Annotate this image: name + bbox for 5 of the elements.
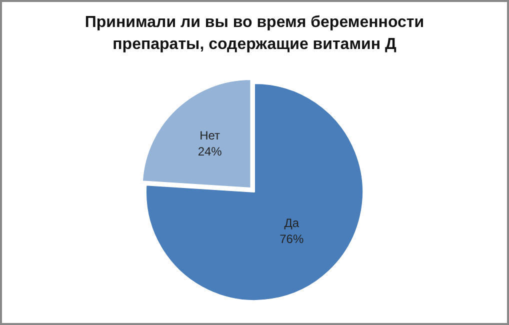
- slice-label: Да: [284, 216, 300, 230]
- data-label: 24%: [198, 144, 222, 159]
- data-label: 76%: [280, 232, 304, 246]
- chart-title: Принимали ли вы во время беременности препараты, содержащие витамин Д: [84, 13, 424, 55]
- slice-label: Нет: [200, 128, 221, 143]
